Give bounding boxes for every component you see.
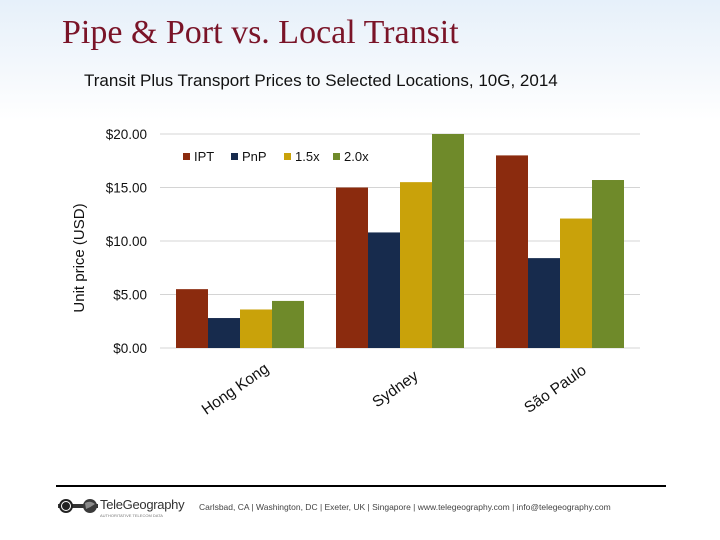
globe-icon (58, 499, 98, 513)
legend-label: 1.5x (295, 149, 320, 164)
y-axis-ticks: $0.00 $5.00 $10.00 $15.00 $20.00 (106, 127, 147, 356)
x-axis-ticks: Hong Kong Sydney São Paulo (199, 360, 590, 418)
legend-swatch (231, 153, 238, 160)
bar-pnp (528, 258, 560, 348)
legend: IPT PnP 1.5x 2.0x (183, 149, 369, 164)
legend-label: PnP (242, 149, 267, 164)
bar-1-5x (560, 218, 592, 348)
legend-label: IPT (194, 149, 214, 164)
legend-swatch (284, 153, 291, 160)
bar-1-5x (240, 309, 272, 348)
chart-title: Transit Plus Transport Prices to Selecte… (84, 71, 558, 90)
y-axis-label: Unit price (USD) (71, 203, 88, 312)
bar-2-0x (592, 180, 624, 348)
x-tick-label: Sydney (369, 367, 421, 411)
bars (176, 134, 624, 348)
y-tick-label: $5.00 (113, 288, 147, 303)
y-tick-label: $15.00 (106, 181, 147, 196)
bar-2-0x (432, 134, 464, 348)
logo-tagline: AUTHORITATIVE TELECOM DATA (100, 513, 163, 518)
y-tick-label: $10.00 (106, 234, 147, 249)
footer-divider (56, 485, 666, 487)
bar-ipt (496, 155, 528, 348)
legend-swatch (183, 153, 190, 160)
footer-contact: Carlsbad, CA | Washington, DC | Exeter, … (199, 502, 611, 512)
legend-swatch (333, 153, 340, 160)
bar-pnp (208, 318, 240, 348)
bar-ipt (336, 187, 368, 348)
logo-wordmark: TeleGeography (100, 497, 185, 512)
bar-ipt (176, 289, 208, 348)
slide-title: Pipe & Port vs. Local Transit (62, 14, 459, 51)
y-tick-label: $20.00 (106, 127, 147, 142)
telegeography-logo: TeleGeography AUTHORITATIVE TELECOM DATA (58, 496, 198, 520)
legend-label: 2.0x (344, 149, 369, 164)
y-tick-label: $0.00 (113, 341, 147, 356)
x-tick-label: Hong Kong (199, 360, 272, 418)
bar-2-0x (272, 300, 304, 348)
x-tick-label: São Paulo (521, 362, 589, 417)
bar-pnp (368, 232, 400, 348)
bar-1-5x (400, 182, 432, 348)
